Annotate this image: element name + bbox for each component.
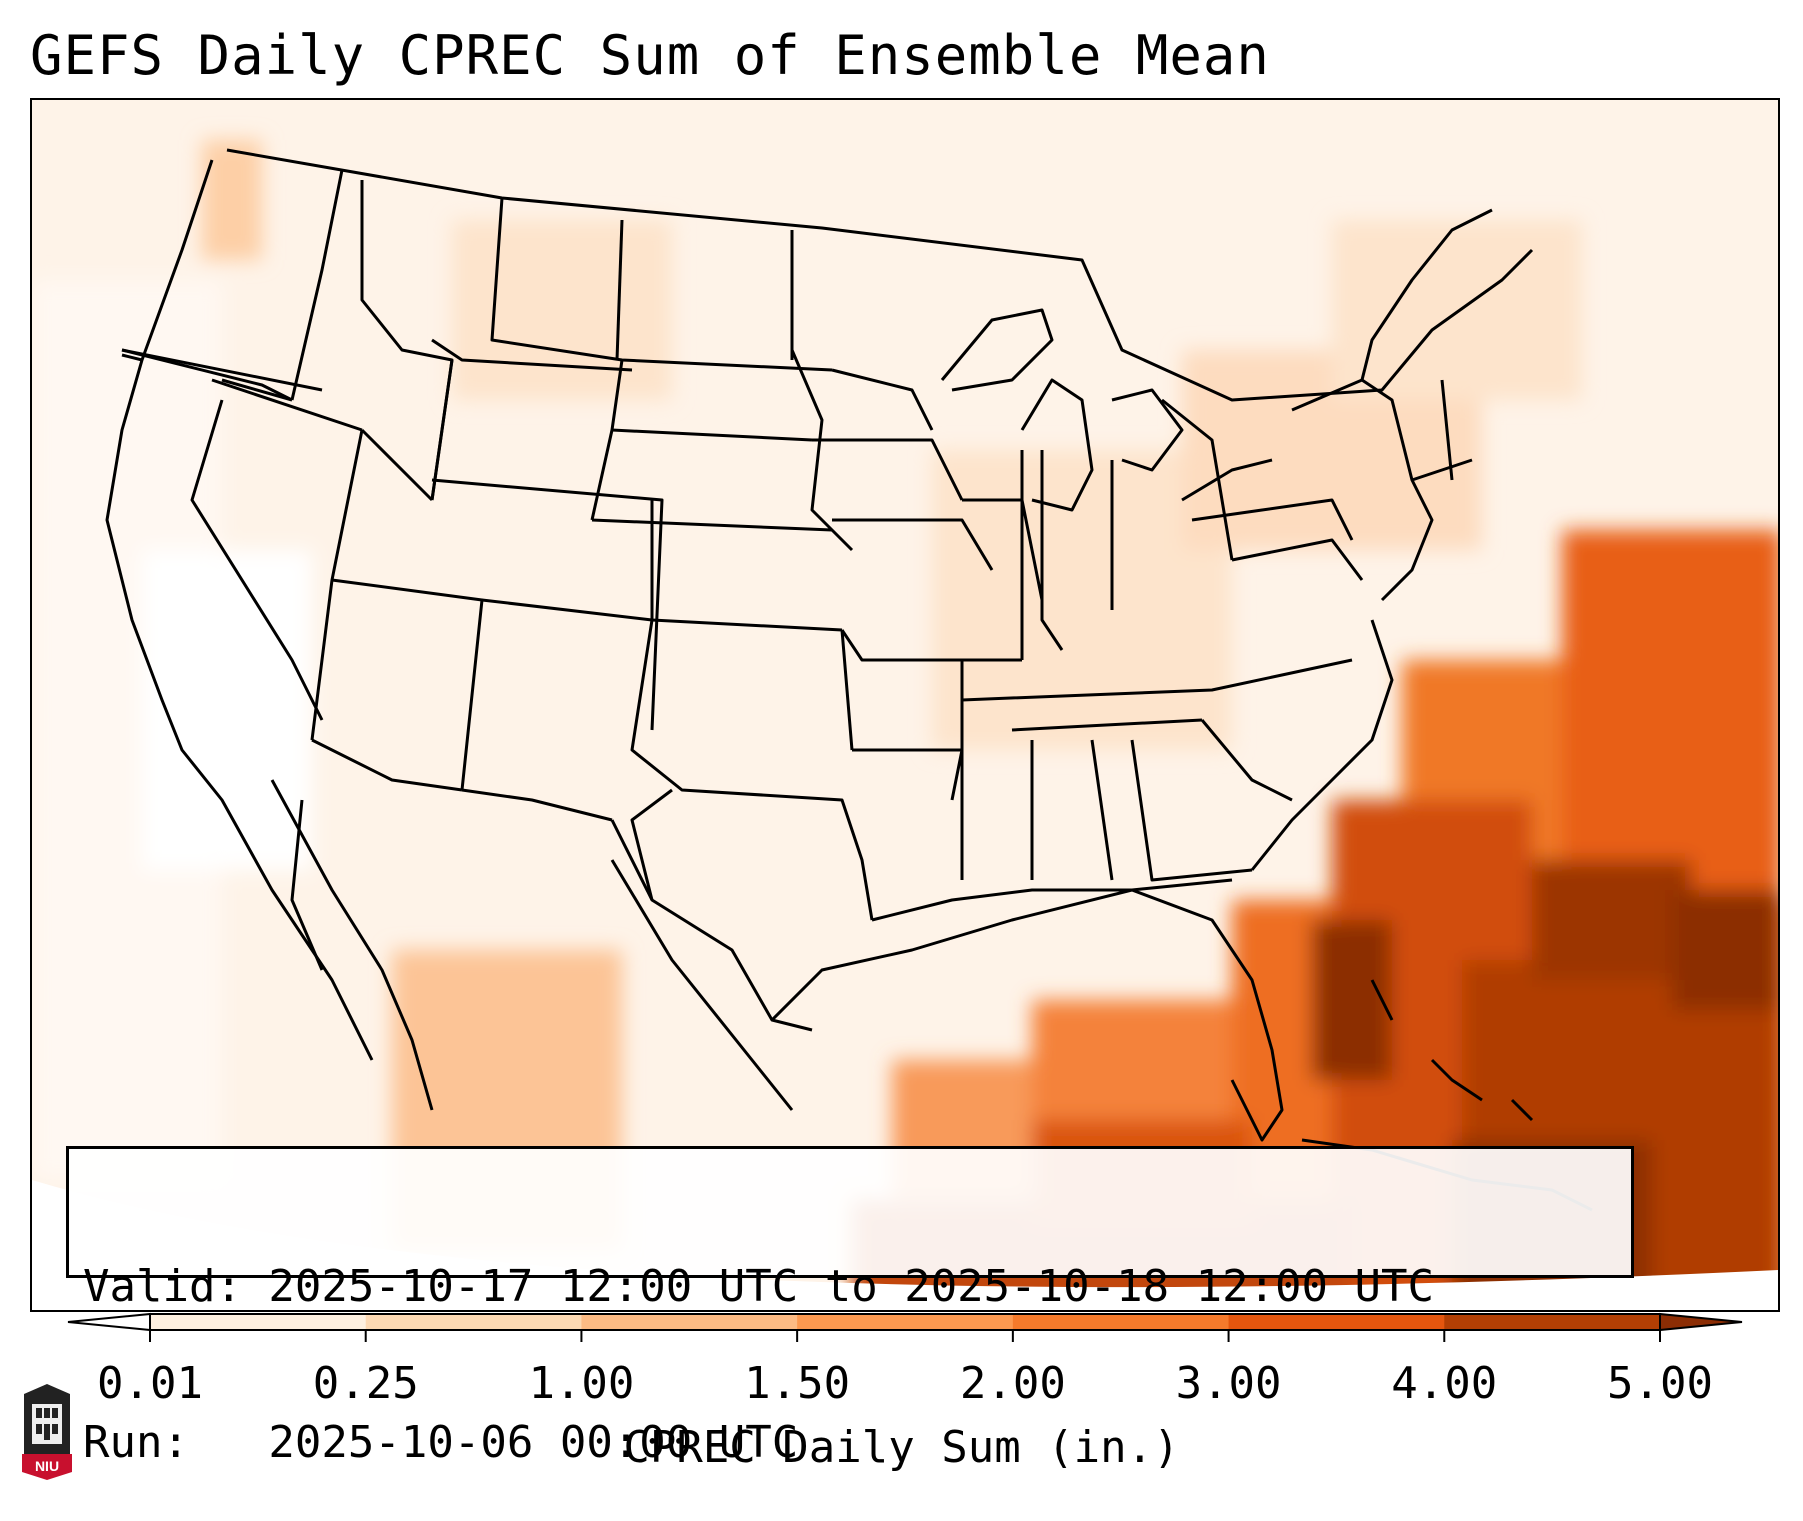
colorbar-tick-label: 0.01: [97, 1358, 203, 1409]
precip-map: [30, 98, 1780, 1312]
colorbar-bin: [365, 1314, 582, 1330]
colorbar-bins: [150, 1314, 1661, 1330]
colorbar: [67, 1312, 1743, 1342]
colorbar-tick-label: 0.25: [312, 1358, 419, 1409]
colorbar-under-triangle: [67, 1312, 151, 1332]
colorbar-bin: [797, 1314, 1014, 1330]
precip-map-canvas: [32, 100, 1778, 1310]
colorbar-tick-label: 1.00: [528, 1358, 635, 1409]
colorbar-label: CPREC Daily Sum (in.): [623, 1422, 1180, 1473]
colorbar-tick-label: 3.00: [1175, 1358, 1282, 1409]
colorbar-bin: [1012, 1314, 1230, 1330]
colorbar-bin: [581, 1314, 798, 1330]
colorbar-bin: [1444, 1314, 1661, 1330]
niu-logo: NIU: [22, 1384, 72, 1480]
colorbar-tick-label: 1.50: [744, 1358, 851, 1409]
colorbar-bin: [1228, 1314, 1445, 1330]
state-boundaries: [105, 148, 1593, 1212]
run-time-text: Run: 2025-10-06 00:00 UTC: [83, 1417, 799, 1468]
colorbar-ticks: [149, 1330, 1661, 1342]
map-title: GEFS Daily CPREC Sum of Ensemble Mean: [30, 24, 1270, 87]
colorbar-bin: [150, 1314, 367, 1330]
colorbar-over-triangle: [1659, 1312, 1743, 1332]
colorbar-tick-label: 4.00: [1391, 1358, 1498, 1409]
colorbar-tick-label: 2.00: [959, 1358, 1066, 1409]
colorbar-outline: [149, 1313, 1661, 1331]
valid-time-text: Valid: 2025-10-17 12:00 UTC to 2025-10-1…: [83, 1261, 1435, 1312]
niu-logo-text: NIU: [35, 1458, 59, 1474]
valid-run-info-box: Valid: 2025-10-17 12:00 UTC to 2025-10-1…: [66, 1146, 1634, 1468]
colorbar-tick-label: 5.00: [1607, 1358, 1713, 1409]
